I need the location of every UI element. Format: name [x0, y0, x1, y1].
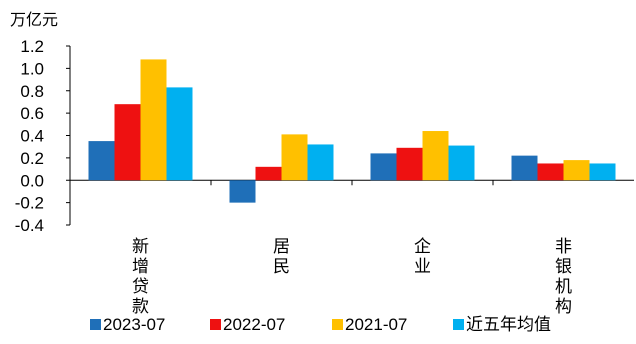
bar [255, 166, 282, 181]
y-tick-label: 1.0 [20, 59, 44, 78]
bar [537, 163, 564, 181]
category-label: 企业 [414, 237, 431, 277]
legend-swatch [453, 319, 464, 330]
category-labels: 新增贷款 居民 企业 非银机构 [132, 237, 572, 317]
bar [422, 131, 449, 181]
bars [88, 59, 616, 203]
legend-label: 2023-07 [103, 315, 165, 334]
y-unit-label: 万亿元 [10, 10, 58, 29]
bar [140, 59, 167, 181]
legend-label: 近五年均值 [466, 315, 551, 334]
y-tick-label: -0.4 [15, 216, 44, 235]
y-tick-label: 0.0 [20, 171, 44, 190]
legend-swatch [210, 319, 221, 330]
y-tick-label: -0.2 [15, 194, 44, 213]
bar [589, 163, 616, 181]
y-tick-label: 0.8 [20, 82, 44, 101]
legend-swatch [90, 319, 101, 330]
category-label: 非银机构 [555, 237, 572, 317]
y-tick-label: 0.2 [20, 149, 44, 168]
legend: 2023-07 2022-07 2021-07 近五年均值 [90, 315, 551, 334]
bar [166, 87, 193, 181]
bar [370, 153, 397, 181]
category-label: 新增贷款 [132, 237, 149, 317]
legend-swatch [332, 319, 343, 330]
y-tick-label: 1.2 [20, 37, 44, 56]
legend-label: 2022-07 [223, 315, 285, 334]
bar [511, 155, 538, 181]
bar [563, 160, 590, 181]
bar [88, 141, 115, 181]
legend-label: 2021-07 [345, 315, 407, 334]
bar [396, 147, 423, 181]
bar [229, 180, 256, 203]
bar [307, 144, 334, 181]
bar [448, 145, 475, 181]
category-label: 居民 [273, 237, 290, 277]
bar [114, 104, 141, 181]
bar [281, 134, 308, 181]
y-tick-label: 0.6 [20, 104, 44, 123]
y-tick-label: 0.4 [20, 127, 44, 146]
y-tick-labels: 1.2 1.0 0.8 0.6 0.4 0.2 0.0 -0.2 -0.4 [15, 37, 44, 235]
